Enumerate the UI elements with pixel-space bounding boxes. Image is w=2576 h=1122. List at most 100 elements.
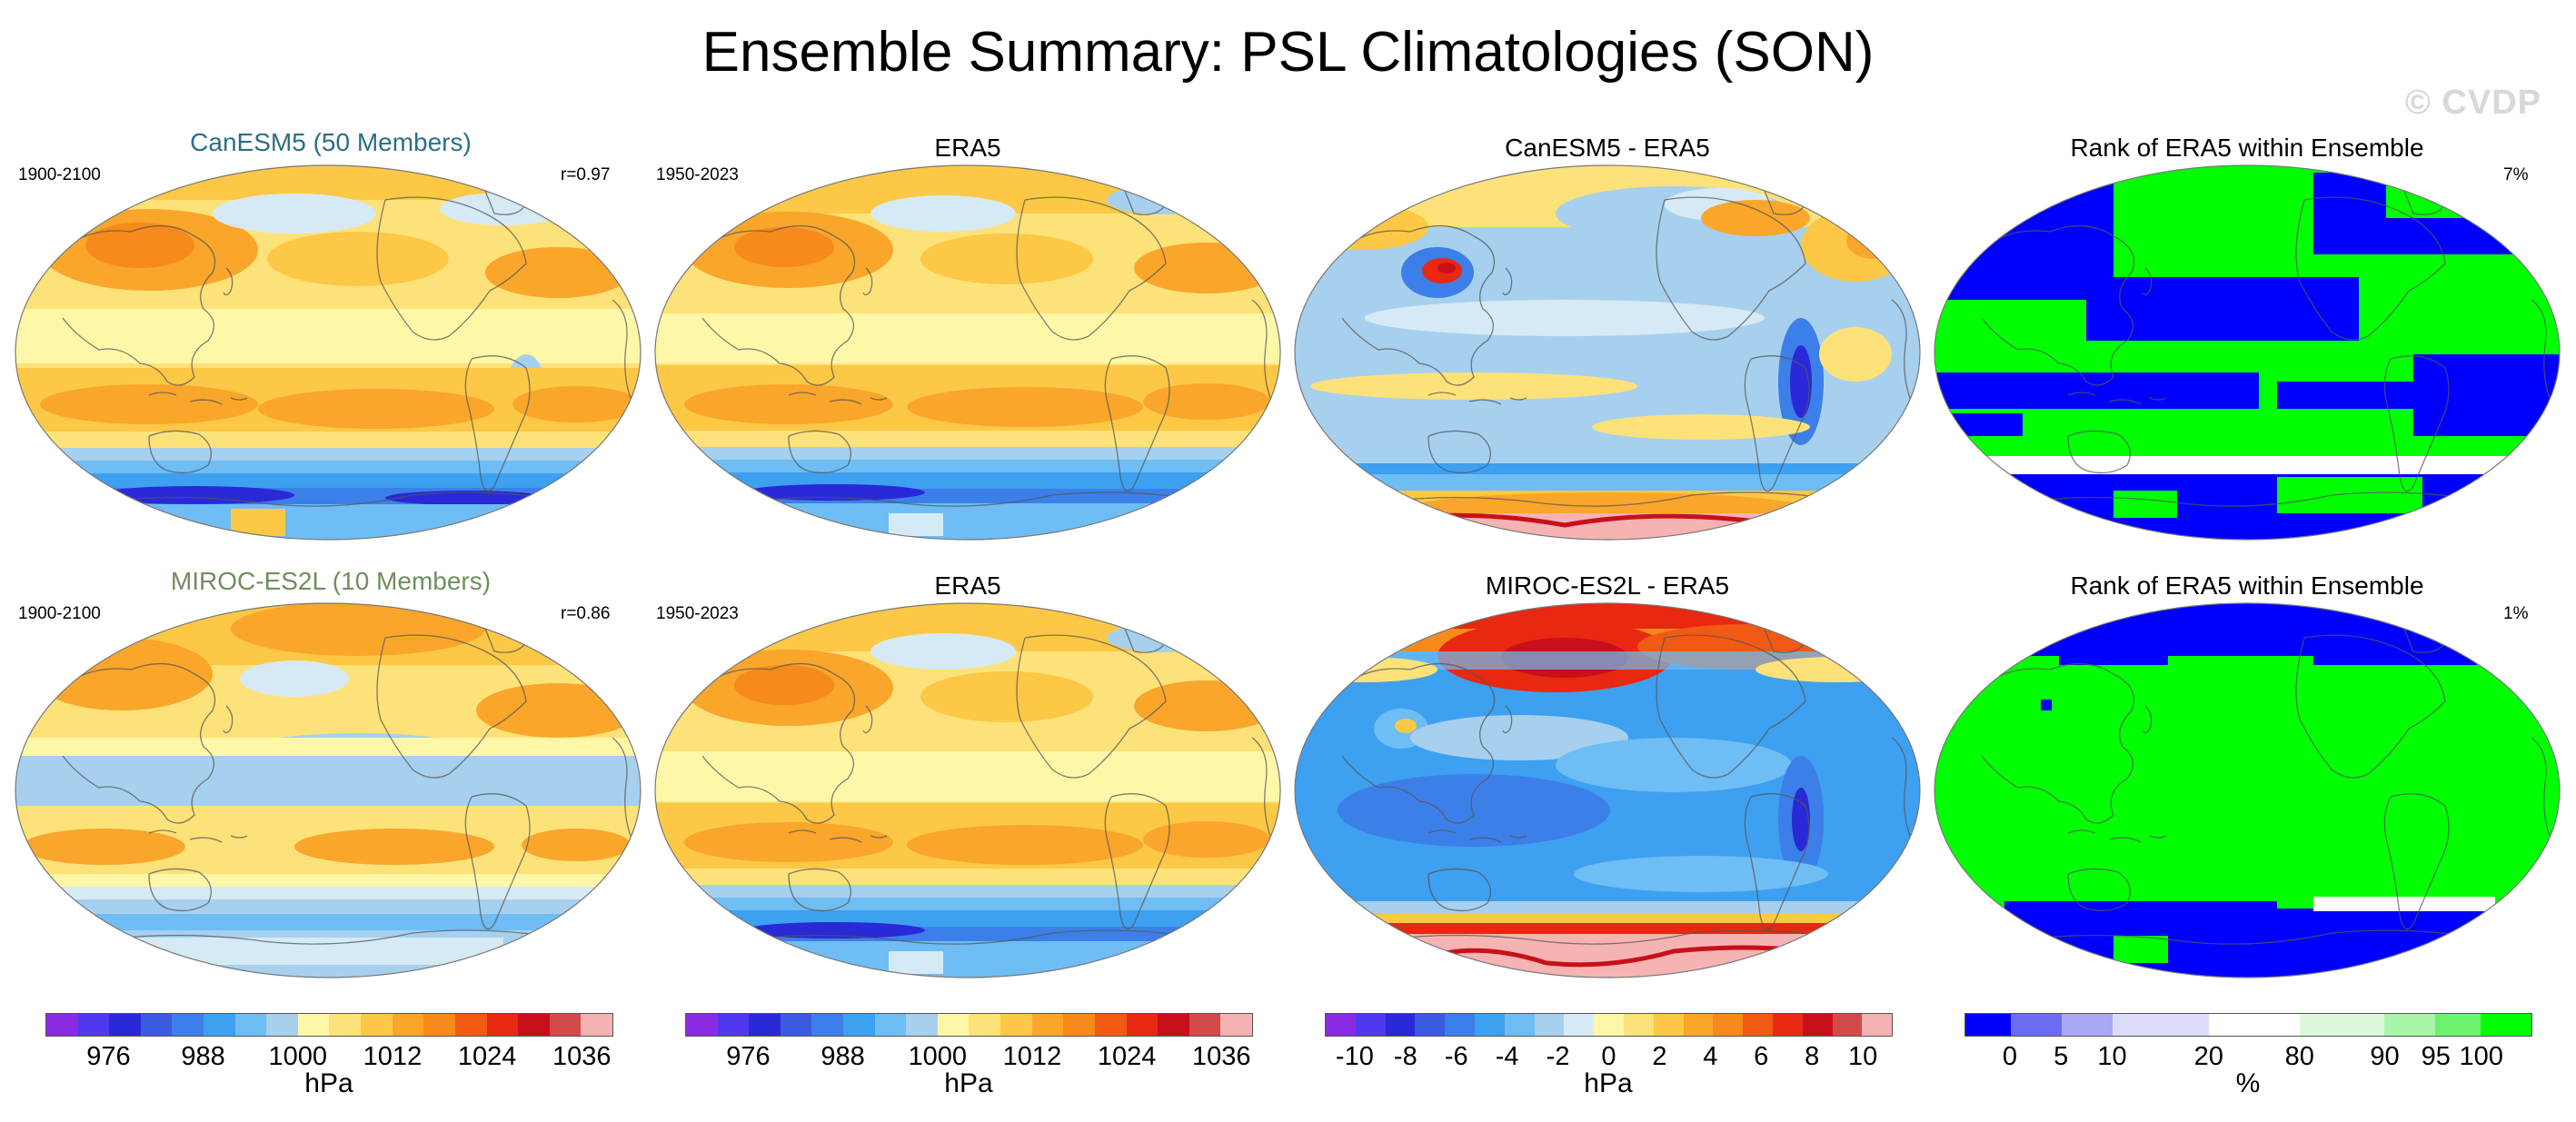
psl-swatch (140, 1014, 173, 1036)
diff-tick-label: -2 (1546, 1042, 1570, 1071)
diff-tick-label: 2 (1652, 1042, 1667, 1071)
psl-swatch (172, 1014, 204, 1036)
psl-swatch (518, 1014, 550, 1036)
colorbar-rank (1964, 1013, 2532, 1037)
psl-swatch (906, 1014, 938, 1036)
psl-swatch (1126, 1014, 1159, 1036)
psl-swatch (843, 1014, 875, 1036)
colorbar-psl-1-unit: hPa (304, 1068, 353, 1098)
diff-swatch (1772, 1014, 1803, 1036)
diff-swatch (1445, 1014, 1475, 1036)
diff-swatch (1802, 1014, 1833, 1036)
psl-swatch (392, 1014, 424, 1036)
psl-swatch (423, 1014, 455, 1036)
map-rank-era5-1 (1932, 164, 2562, 541)
diff-swatch (1534, 1014, 1565, 1036)
rank-tick-label: 0 (2002, 1042, 2018, 1071)
psl-tick-label: 1036 (552, 1042, 612, 1071)
psl-swatch (780, 1014, 812, 1036)
psl-swatch (1220, 1014, 1252, 1036)
rank-tick-label: 100 (2459, 1042, 2503, 1071)
model-correlation-2: r=0.86 (561, 604, 611, 623)
map-era5-climatology-2 (652, 601, 1283, 979)
diff-swatch (1623, 1014, 1654, 1036)
diff-swatch (1832, 1014, 1863, 1036)
rank-tick-label: 80 (2284, 1042, 2314, 1071)
psl-tick-label: 988 (181, 1042, 225, 1071)
psl-swatch (329, 1014, 362, 1036)
psl-swatch (486, 1014, 519, 1036)
model-correlation-1: r=0.97 (561, 165, 611, 184)
figure-title: Ensemble Summary: PSL Climatologies (SON… (701, 21, 1875, 84)
diff-swatch (1415, 1014, 1446, 1036)
obs-years-2: 1950-2023 (656, 604, 739, 623)
map-rank-era5-2 (1932, 601, 2562, 979)
diff-tick-label: -8 (1393, 1042, 1417, 1071)
diff-swatch (1474, 1014, 1505, 1036)
diff-tick-label: -4 (1495, 1042, 1519, 1071)
diff-swatch (1683, 1014, 1714, 1036)
map-era5-climatology-1 (652, 164, 1283, 541)
obs-years-1: 1950-2023 (656, 165, 739, 184)
psl-tick-label: 1000 (268, 1042, 328, 1071)
psl-swatch (1063, 1014, 1095, 1036)
psl-swatch (937, 1014, 970, 1036)
colorbar-diff (1325, 1013, 1893, 1037)
psl-swatch (266, 1014, 298, 1036)
psl-swatch (361, 1014, 393, 1036)
psl-swatch (811, 1014, 844, 1036)
rank-percent-2: 1% (2503, 604, 2529, 623)
diff-tick-label: 4 (1703, 1042, 1718, 1071)
panel-title-obs-2: ERA5 (934, 571, 1001, 600)
panel-title-diff-2: MIROC-ES2L - ERA5 (1485, 571, 1730, 600)
rank-swatch (2112, 1014, 2209, 1036)
panel-title-model-1: CanESM5 (50 Members) (190, 128, 472, 156)
rank-swatch (2435, 1014, 2481, 1036)
model-years-1: 1900-2100 (18, 165, 101, 184)
diff-swatch (1355, 1014, 1386, 1036)
diff-swatch (1326, 1014, 1356, 1036)
map-miroc-es2l-climatology (13, 601, 643, 979)
diff-tick-label: 0 (1601, 1042, 1616, 1071)
psl-swatch (1094, 1014, 1127, 1036)
psl-swatch (969, 1014, 1001, 1036)
rank-tick-label: 5 (2054, 1042, 2069, 1071)
panel-title-rank-2: Rank of ERA5 within Ensemble (2070, 571, 2424, 600)
colorbar-psl-2-unit: hPa (944, 1068, 993, 1098)
panel-title-rank-1: Rank of ERA5 within Ensemble (2070, 134, 2424, 162)
psl-tick-label: 1036 (1192, 1042, 1251, 1071)
psl-swatch (234, 1014, 267, 1036)
diff-swatch (1504, 1014, 1535, 1036)
psl-swatch (749, 1014, 781, 1036)
rank-tick-label: 95 (2421, 1042, 2451, 1071)
psl-tick-label: 1012 (1002, 1042, 1062, 1071)
rank-tick-label: 20 (2193, 1042, 2223, 1071)
psl-swatch (686, 1014, 718, 1036)
colorbar-psl-1 (45, 1013, 613, 1037)
psl-tick-label: 1024 (457, 1042, 517, 1071)
psl-tick-label: 976 (726, 1042, 771, 1071)
psl-swatch (874, 1014, 907, 1036)
psl-swatch (77, 1014, 110, 1036)
colorbar-psl-2 (685, 1013, 1253, 1037)
psl-swatch (454, 1014, 487, 1036)
diff-swatch (1564, 1014, 1595, 1036)
panel-title-model-2: MIROC-ES2L (10 Members) (170, 567, 492, 595)
rank-tick-label: 90 (2370, 1042, 2400, 1071)
diff-swatch (1713, 1014, 1744, 1036)
psl-swatch (1031, 1014, 1064, 1036)
psl-swatch (297, 1014, 330, 1036)
model-years-2: 1900-2100 (18, 604, 101, 623)
diff-swatch (1385, 1014, 1416, 1036)
rank-swatch (2208, 1014, 2300, 1036)
psl-swatch (1189, 1014, 1221, 1036)
rank-swatch (2061, 1014, 2113, 1036)
psl-swatch (46, 1014, 78, 1036)
diff-tick-label: -6 (1444, 1042, 1468, 1071)
psl-swatch (109, 1014, 141, 1036)
psl-tick-label: 988 (821, 1042, 865, 1071)
psl-swatch (204, 1014, 235, 1036)
psl-tick-label: 1000 (908, 1042, 968, 1071)
psl-tick-label: 1024 (1097, 1042, 1157, 1071)
psl-swatch (717, 1014, 750, 1036)
